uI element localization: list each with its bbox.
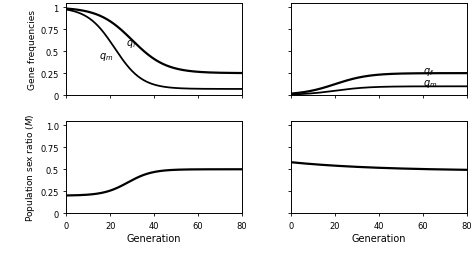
Text: $q_m$: $q_m$ <box>99 51 114 63</box>
Text: $q_m$: $q_m$ <box>423 78 438 90</box>
Y-axis label: Population sex ratio ($M$): Population sex ratio ($M$) <box>25 113 37 221</box>
Y-axis label: Gene frequencies: Gene frequencies <box>28 10 37 90</box>
Text: $q_f$: $q_f$ <box>126 38 137 50</box>
X-axis label: Generation: Generation <box>352 233 406 243</box>
Text: $q_f$: $q_f$ <box>423 66 434 77</box>
X-axis label: Generation: Generation <box>127 233 182 243</box>
